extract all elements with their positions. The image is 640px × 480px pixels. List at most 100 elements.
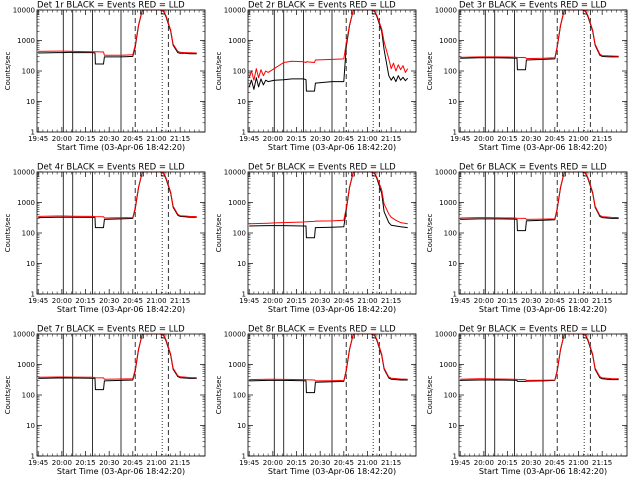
x-tick-label: 20:15 [75,135,95,143]
panel-2: Det 2r BLACK = Events RED = LLD 1 10 100 100… [215,1,417,152]
y-axis-label: Counts/sec [4,376,12,415]
y-tick-label: 1000 [17,361,35,369]
series-lld [248,9,409,81]
y-tick-label: 1 [453,291,457,299]
y-tick-label: 1 [242,291,246,299]
y-tick-label: 100 [444,230,457,238]
y-tick-label: 10 [448,422,457,430]
series-events [460,171,619,232]
y-tick-label: 1000 [17,37,35,45]
x-axis-label: Start Time (03-Apr-06 18:42:20) [57,305,185,314]
y-tick-label: 10000 [224,7,246,15]
panel-title: Det 5r BLACK = Events RED = LLD [248,163,396,173]
x-tick-label: 21:00 [568,297,588,305]
x-tick-label: 20:30 [99,297,119,305]
y-tick-label: 1000 [439,37,457,45]
x-tick-label: 19:45 [28,297,48,305]
plateau-hook [562,334,566,339]
series-events [38,171,197,229]
y-tick-label: 1 [453,129,457,137]
x-tick-label: 21:15 [592,135,612,143]
x-tick-label: 20:15 [286,459,306,467]
x-tick-label: 20:45 [545,297,565,305]
y-tick-label: 1000 [17,199,35,207]
y-tick-label: 10000 [224,331,246,339]
y-tick-label: 1000 [228,361,246,369]
x-tick-label: 20:15 [286,135,306,143]
x-tick-label: 20:30 [99,459,119,467]
x-tick-label: 20:30 [99,135,119,143]
x-tick-label: 19:45 [239,459,259,467]
y-tick-label: 1000 [439,361,457,369]
x-tick-label: 21:15 [170,459,190,467]
y-tick-label: 10000 [224,169,246,177]
x-tick-label: 20:00 [52,459,72,467]
x-tick-label: 19:45 [239,135,259,143]
x-tick-label: 20:45 [334,459,354,467]
x-tick-label: 21:15 [381,297,401,305]
y-axis-label: Counts/sec [426,214,434,253]
panel-title: Det 1r BLACK = Events RED = LLD [37,1,185,11]
x-tick-label: 21:15 [592,297,612,305]
y-tick-label: 10 [26,422,35,430]
series-lld [460,333,619,381]
panel-title: Det 9r BLACK = Events RED = LLD [459,325,607,335]
y-axis-label: Counts/sec [426,52,434,91]
plateau-hook [562,172,566,177]
series-lld [460,171,619,220]
series-events [249,333,408,394]
marker-lines [62,10,169,132]
x-tick-label: 20:00 [263,297,283,305]
x-tick-label: 20:15 [286,297,306,305]
x-tick-label: 20:15 [497,297,517,305]
plateau-hook [562,10,566,15]
x-tick-label: 20:00 [52,297,72,305]
plateau-hook [351,172,355,177]
x-tick-label: 21:00 [357,459,377,467]
series-lld [38,171,197,219]
y-axis-label: Counts/sec [4,52,12,91]
panel-title: Det 2r BLACK = Events RED = LLD [248,1,396,11]
x-tick-label: 19:45 [450,459,470,467]
x-tick-label: 20:15 [75,297,95,305]
marker-lines [484,172,591,294]
x-axis-label: Start Time (03-Apr-06 18:42:20) [479,467,607,476]
y-tick-label: 10 [448,98,457,106]
series-events [38,9,197,65]
y-axis-label: Counts/sec [215,376,223,415]
series-events [460,333,619,382]
series-events [248,9,409,92]
x-tick-label: 20:30 [310,135,330,143]
panel-title: Det 3r BLACK = Events RED = LLD [459,1,607,11]
series-lld [38,333,197,380]
x-tick-label: 21:15 [170,135,190,143]
x-tick-label: 20:00 [474,135,494,143]
plateau-hook [140,334,144,339]
x-tick-label: 20:45 [334,297,354,305]
y-tick-label: 100 [233,230,246,238]
x-tick-label: 21:15 [381,459,401,467]
x-axis-label: Start Time (03-Apr-06 18:42:20) [57,143,185,152]
panel-8: Det 8r BLACK = Events RED = LLD 1 10 100 100… [215,325,417,476]
x-tick-label: 20:30 [521,459,541,467]
series-events [249,171,408,239]
marker-lines [273,10,380,132]
y-tick-label: 10 [237,98,246,106]
y-tick-label: 100 [233,392,246,400]
panel-1: Det 1r BLACK = Events RED = LLD 1 10 100 100… [4,1,206,152]
y-tick-label: 1000 [439,199,457,207]
x-axis-label: Start Time (03-Apr-06 18:42:20) [479,143,607,152]
series-lld [249,171,408,225]
plateau-hook [351,10,355,15]
panel-6: Det 6r BLACK = Events RED = LLD 1 10 100 100… [426,163,628,314]
plateau-hook [351,334,355,339]
x-tick-label: 21:15 [592,459,612,467]
y-tick-label: 10 [26,98,35,106]
x-tick-label: 20:15 [75,459,95,467]
plateau-hook [140,172,144,177]
marker-lines [484,10,591,132]
y-tick-label: 10000 [435,7,457,15]
x-tick-label: 21:00 [568,459,588,467]
y-tick-label: 100 [233,68,246,76]
x-tick-label: 20:30 [521,135,541,143]
